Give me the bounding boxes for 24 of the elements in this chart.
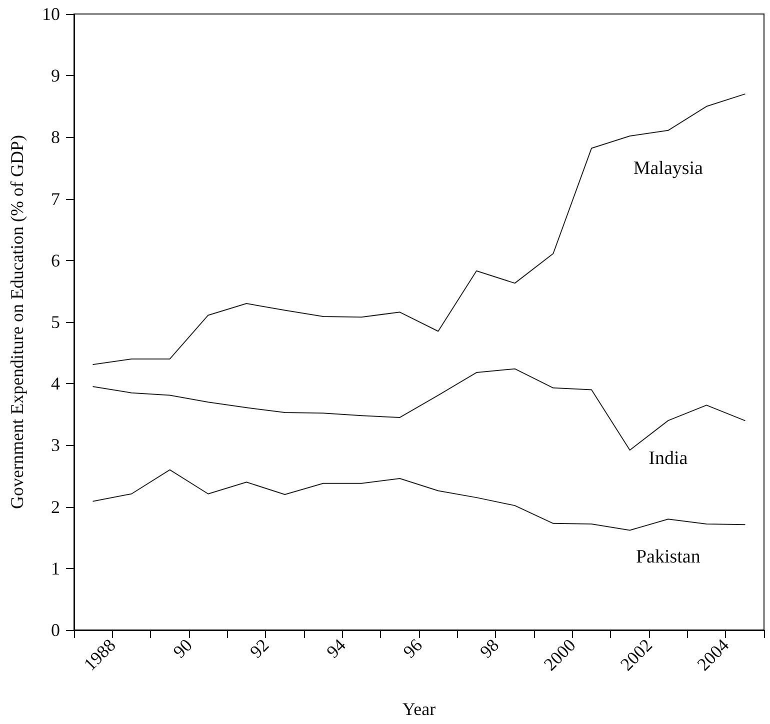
x-tick-label: 92	[246, 634, 273, 662]
x-tick-label: 98	[476, 634, 503, 662]
series-label: Malaysia	[633, 158, 704, 179]
line-series	[92, 368, 746, 451]
line-series	[92, 94, 746, 366]
y-tick-label: 0	[51, 620, 60, 640]
series-label: India	[648, 448, 688, 470]
series-label: Pakistan	[636, 546, 701, 568]
y-tick-label: 4	[51, 374, 60, 394]
x-axis-title: Year	[402, 699, 436, 719]
y-tick-label: 8	[51, 127, 60, 148]
x-tick-label: 96	[399, 634, 426, 662]
y-tick-label: 5	[51, 312, 60, 332]
y-tick-label: 9	[51, 66, 60, 86]
y-tick-label: 3	[51, 435, 60, 456]
y-axis-title: Government Expenditure on Education (% of GDP)	[7, 135, 27, 509]
y-tick-label: 1	[51, 558, 60, 578]
y-tick-label: 2	[51, 496, 60, 517]
x-tick-label: 94	[322, 634, 350, 662]
y-tick-label: 7	[51, 188, 60, 209]
line-series	[92, 469, 746, 531]
y-tick-label: 6	[51, 250, 60, 270]
x-tick-label: 90	[169, 634, 196, 662]
y-tick-label: 10	[42, 4, 60, 24]
